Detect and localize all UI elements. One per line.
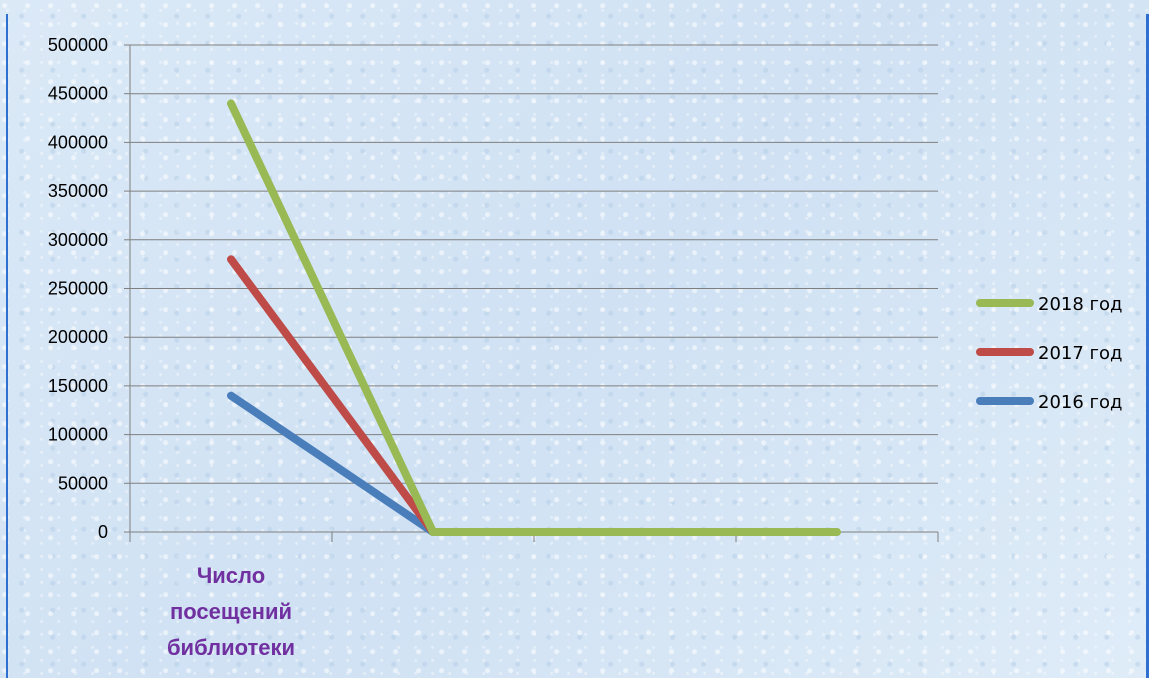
y-tick-labels: 0 50000 100000 150000 200000 250000 300000 3500… (48, 35, 108, 542)
x-category-label-line: Число (197, 563, 265, 588)
frame-left-border (6, 14, 8, 678)
legend-label: 2017 год (1038, 343, 1122, 364)
x-category-labels: Число посещений библиотеки (167, 563, 295, 660)
frame-right-border (1146, 14, 1149, 678)
y-tick-label: 300000 (48, 230, 108, 250)
y-tick-label: 350000 (48, 181, 108, 201)
y-tick-label: 0 (98, 522, 108, 542)
legend-label: 2018 год (1038, 294, 1122, 315)
series-line-2016-год (227, 391, 437, 536)
series-line-2018-год (227, 99, 841, 536)
y-tick-label: 100000 (48, 425, 108, 445)
y-tick-label: 50000 (58, 473, 108, 493)
y-tick-label: 400000 (48, 132, 108, 152)
x-category-label-line: посещений (170, 599, 292, 624)
y-tick-label: 150000 (48, 376, 108, 396)
legend-label: 2016 год (1038, 392, 1122, 413)
gridlines (130, 44, 938, 484)
x-category-label-line: библиотеки (167, 635, 295, 660)
axes (124, 44, 939, 542)
y-tick-label: 500000 (48, 35, 108, 55)
series-lines (227, 99, 841, 536)
y-tick-label: 450000 (48, 84, 108, 104)
y-tick-label: 200000 (48, 327, 108, 347)
series-line-2017-год (227, 255, 437, 536)
legend: 2018 год 2017 год 2016 год (976, 294, 1122, 413)
y-tick-label: 250000 (48, 279, 108, 299)
